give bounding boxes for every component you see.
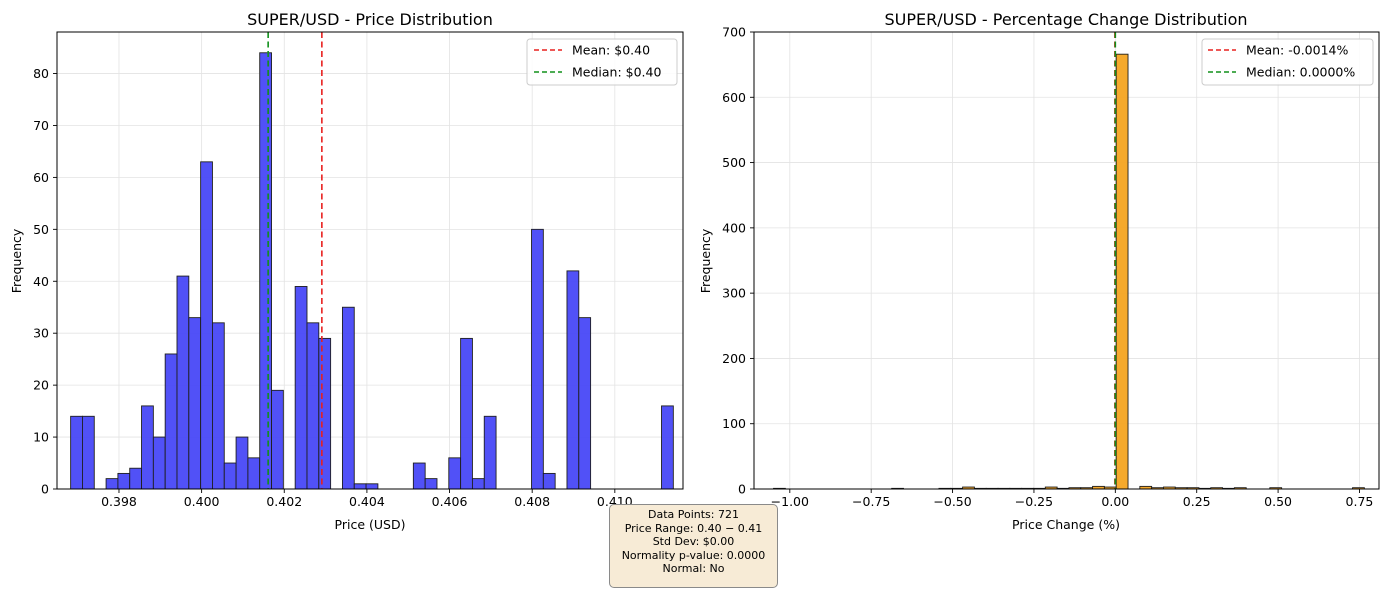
legend-box	[526, 38, 678, 86]
legend: Mean: -0.0014% Median: 0.0000%	[1201, 38, 1374, 86]
y-tick-label: 0	[738, 482, 746, 497]
histogram-bar	[460, 337, 473, 490]
x-tick-label: 0.400	[184, 494, 220, 509]
statistics-box: Data Points: 721 Price Range: 0.40 − 0.4…	[609, 504, 778, 588]
y-axis-ticks: 0 10 20 30 40 50 60 70 80	[33, 66, 57, 497]
x-tick-label: 0.404	[349, 494, 385, 509]
y-tick-label: 10	[33, 430, 49, 445]
x-tick-label: 0.75	[1346, 494, 1374, 509]
stat-data-points: Data Points: 721	[647, 508, 739, 521]
x-tick-label: 0.25	[1183, 494, 1211, 509]
histogram-bar	[566, 270, 580, 490]
stat-price-range: Price Range: 0.40 − 0.41	[624, 521, 763, 535]
chart-title: SUPER/USD - Percentage Change Distributi…	[884, 10, 1247, 29]
x-tick-label: −0.50	[933, 494, 971, 509]
percentage-change-distribution-chart: SUPER/USD - Percentage Change Distributi…	[698, 10, 1380, 532]
histogram-bar	[271, 389, 284, 490]
price-distribution-chart: SUPER/USD - Price Distribution 0.398 0.40…	[9, 10, 684, 532]
legend-box	[1201, 38, 1374, 86]
y-tick-label: 500	[722, 155, 746, 170]
histogram-bar	[164, 353, 178, 490]
x-tick-label: 0.398	[101, 494, 137, 509]
histogram-bar	[259, 52, 272, 490]
x-axis-ticks: −1.00 −0.75 −0.50 −0.25 0.00 0.25 0.50 0.75	[771, 489, 1374, 509]
histogram-bar	[70, 415, 83, 490]
y-tick-label: 50	[33, 222, 49, 237]
x-tick-label: −1.00	[771, 494, 809, 509]
legend-median-label: Median: 0.0000%	[1246, 65, 1355, 80]
histogram-bar	[141, 405, 154, 490]
histogram-bar	[341, 306, 355, 490]
histogram-bar	[365, 483, 379, 490]
y-axis-label: Frequency	[9, 228, 24, 293]
histogram-bar	[318, 337, 332, 490]
histogram-bar	[105, 478, 119, 490]
y-tick-label: 200	[722, 351, 746, 366]
y-tick-label: 400	[722, 220, 746, 235]
legend-median-label: Median: $0.40	[572, 65, 661, 80]
histogram-bar	[424, 478, 438, 490]
y-tick-label: 60	[33, 170, 49, 185]
x-tick-label: −0.25	[1015, 494, 1053, 509]
stat-normal: Normal: No	[662, 562, 725, 576]
legend-mean-label: Mean: -0.0014%	[1246, 43, 1348, 58]
histogram-bar	[211, 322, 225, 490]
histogram-bars	[70, 52, 674, 490]
x-tick-label: 0.50	[1264, 494, 1292, 509]
histogram-bar	[294, 286, 308, 490]
x-tick-label: 0.00	[1101, 494, 1129, 509]
x-tick-label: −0.75	[852, 494, 890, 509]
y-tick-label: 0	[41, 482, 49, 497]
histogram-bar	[353, 483, 367, 490]
x-tick-label: 0.406	[432, 494, 468, 509]
x-axis-ticks: 0.398 0.400 0.402 0.404 0.406 0.408 0.410	[101, 489, 633, 509]
y-axis-label: Frequency	[698, 228, 713, 293]
histogram-bar	[176, 275, 190, 490]
y-tick-label: 700	[722, 25, 746, 40]
stat-normality-p-value: Normality p-value: 0.0000	[621, 548, 766, 562]
y-tick-label: 40	[33, 274, 49, 289]
legend: Mean: $0.40 Median: $0.40	[526, 38, 678, 86]
x-axis-label: Price (USD)	[335, 517, 406, 532]
histogram-bar	[542, 472, 556, 490]
y-tick-label: 20	[33, 378, 49, 393]
histogram-bar	[152, 436, 166, 490]
y-tick-label: 30	[33, 326, 49, 341]
histogram-bar	[578, 317, 592, 490]
histogram-bar	[129, 467, 142, 490]
histogram-bar	[188, 317, 202, 490]
legend-mean-label: Mean: $0.40	[572, 43, 650, 58]
y-tick-label: 70	[33, 118, 49, 133]
x-axis-label: Price Change (%)	[1012, 517, 1120, 532]
y-axis-ticks: 0 100 200 300 400 500 600 700	[722, 25, 754, 497]
histogram-bar	[82, 415, 95, 490]
histogram-bar	[117, 472, 131, 490]
plot-frame	[56, 31, 684, 490]
histogram-bar	[1115, 53, 1129, 490]
stat-std-dev: Std Dev: $0.00	[652, 535, 735, 549]
y-tick-label: 600	[722, 90, 746, 105]
histogram-bar	[471, 478, 485, 490]
y-tick-label: 100	[722, 416, 746, 431]
histogram-bar	[306, 322, 320, 490]
grid	[754, 31, 1379, 490]
histogram-bar	[448, 457, 462, 490]
histogram-bar	[531, 228, 544, 490]
histogram-bar	[661, 405, 674, 490]
histogram-bar	[223, 462, 237, 490]
x-tick-label: 0.408	[514, 494, 550, 509]
y-tick-label: 300	[722, 286, 746, 301]
histogram-bar	[200, 161, 213, 490]
plot-frame	[753, 31, 1380, 490]
histogram-bar	[412, 462, 426, 490]
reference-lines	[267, 32, 323, 489]
y-tick-label: 80	[33, 66, 49, 81]
x-tick-label: 0.402	[266, 494, 302, 509]
chart-title: SUPER/USD - Price Distribution	[247, 10, 493, 29]
histogram-bar	[247, 457, 261, 490]
histogram-bar	[483, 415, 497, 490]
histogram-bar	[235, 436, 249, 490]
